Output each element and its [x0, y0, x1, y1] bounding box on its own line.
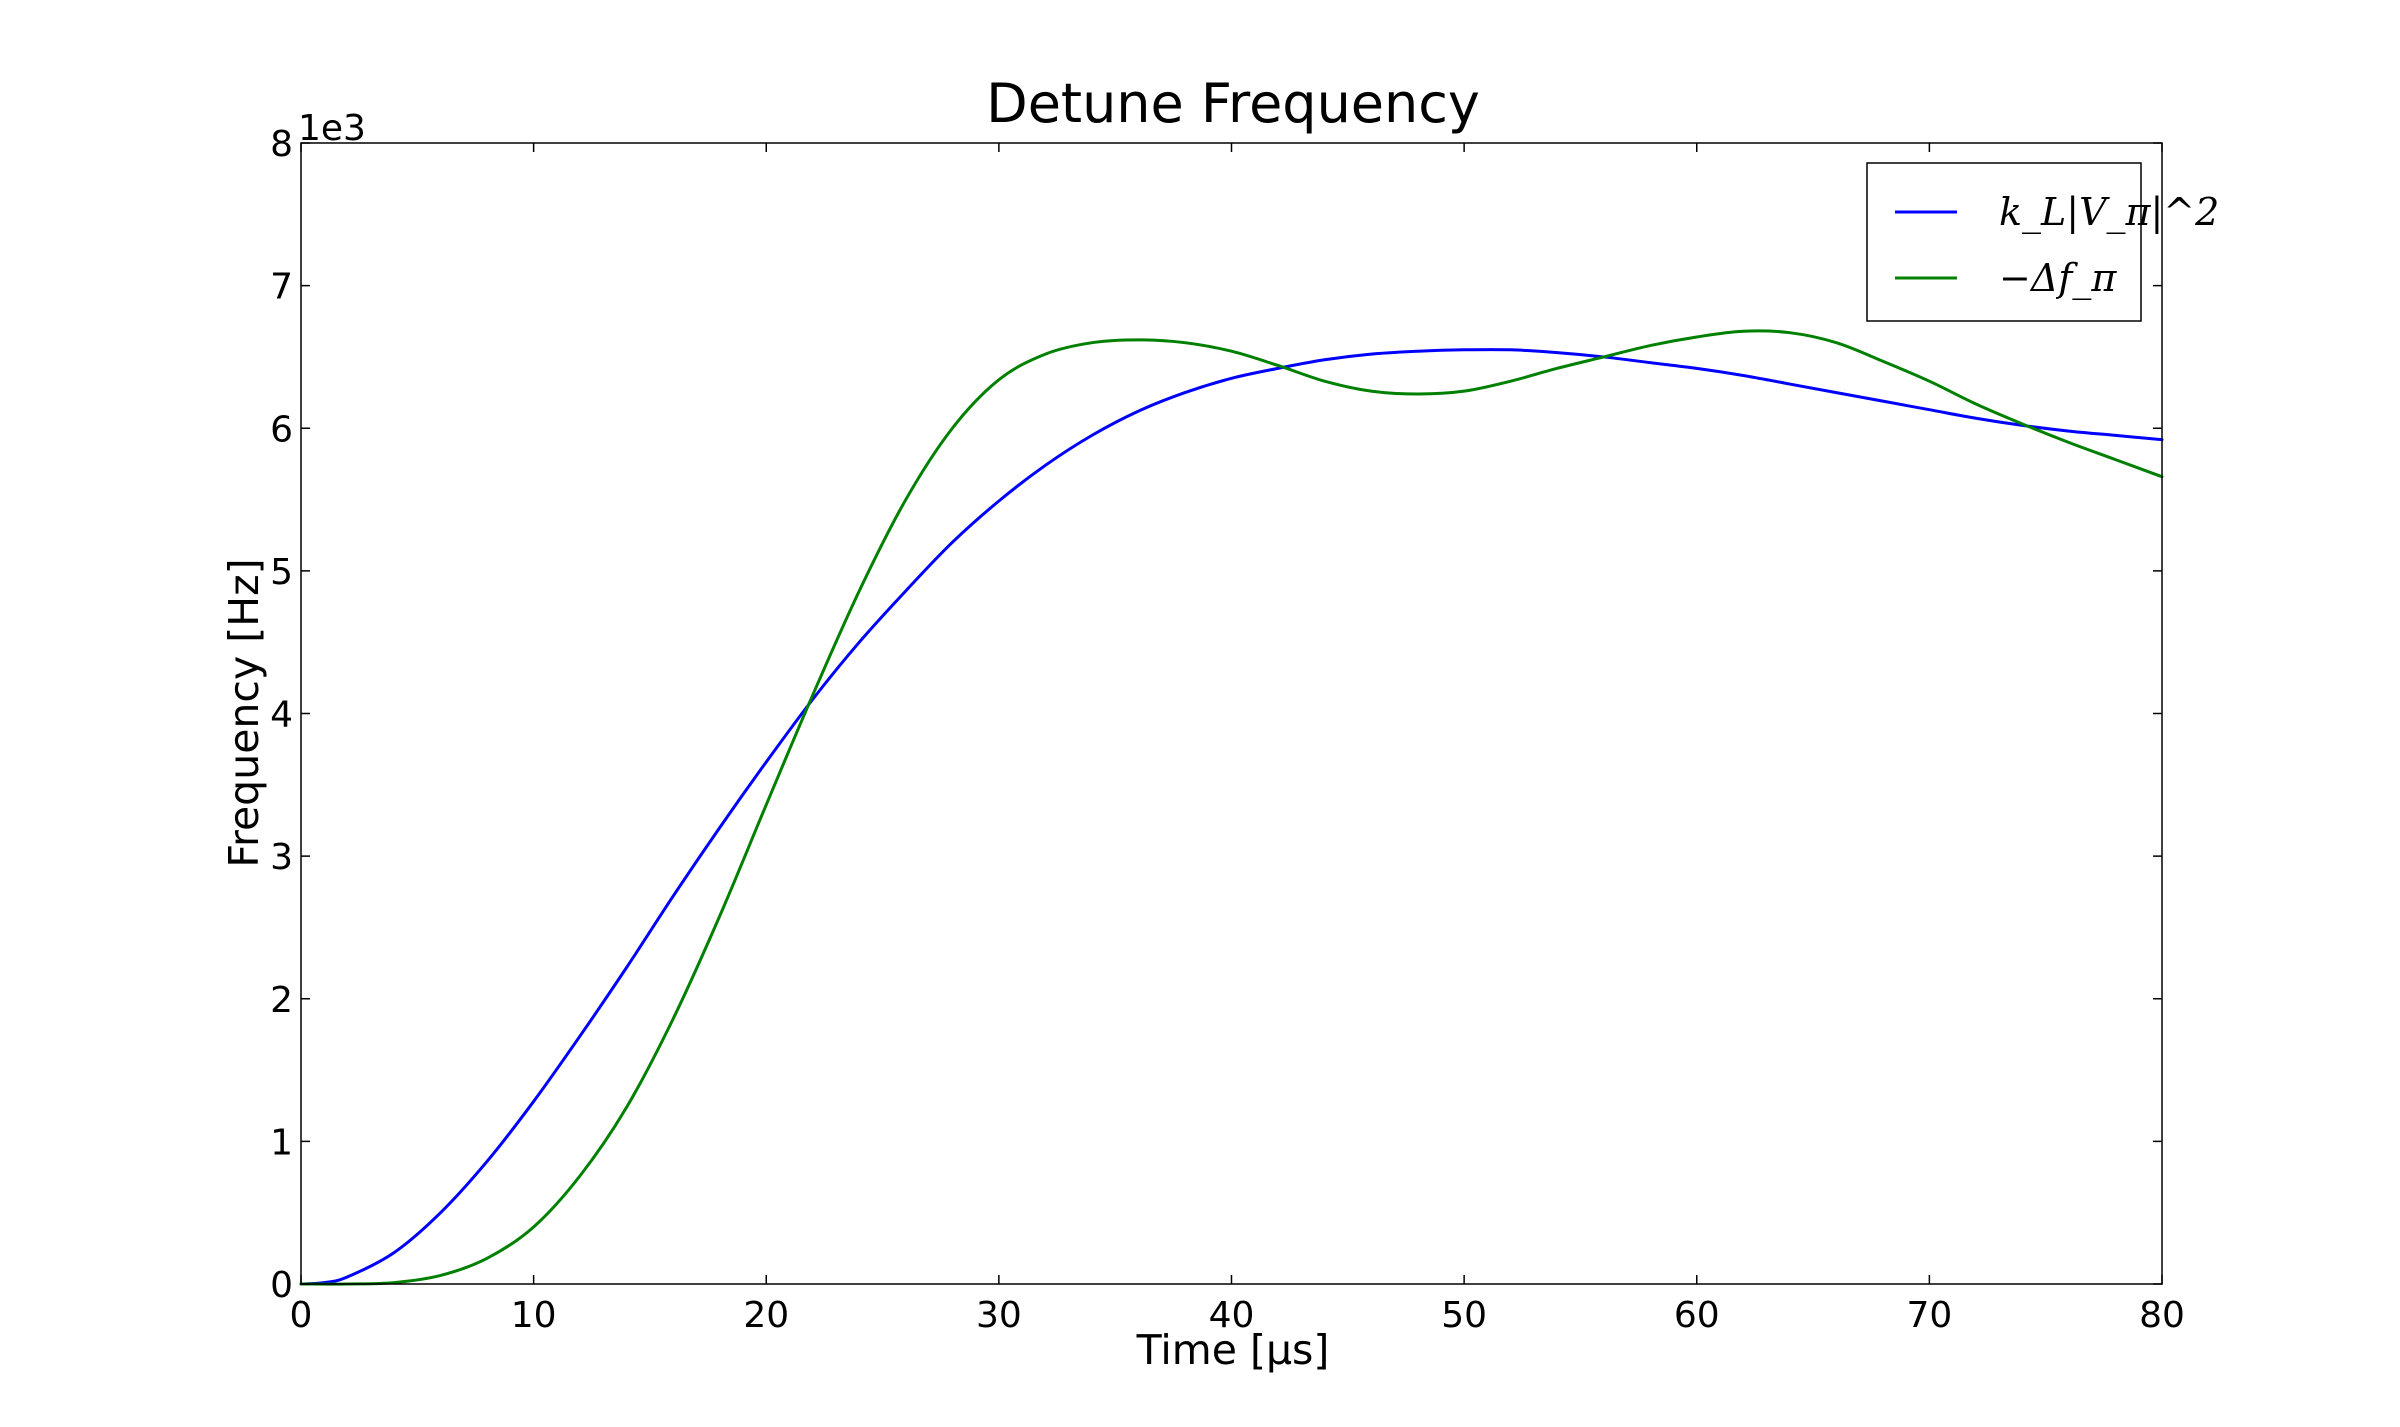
x-tick-label: 10: [511, 1295, 557, 1336]
y-axis-label: Frequency [Hz]: [220, 558, 268, 867]
chart-title: Detune Frequency: [986, 72, 1480, 135]
x-tick-label: 70: [1906, 1295, 1952, 1336]
y-tick-label: 2: [270, 980, 293, 1021]
x-tick-label: 0: [290, 1295, 313, 1336]
y-tick-label: 5: [270, 552, 293, 593]
series-line-1: [299, 348, 2164, 1286]
x-tick-label: 30: [976, 1295, 1022, 1336]
x-axis-label: Time [μs]: [1136, 1326, 1330, 1374]
series-line-2: [299, 329, 2164, 1286]
x-tick-label: 50: [1441, 1295, 1487, 1336]
legend-frame: [1866, 162, 2142, 322]
plot-frame: [300, 142, 2163, 1285]
y-tick-label: 1: [270, 1122, 293, 1163]
x-tick-label: 60: [1674, 1295, 1720, 1336]
y-tick-label: 3: [270, 837, 293, 878]
y-tick-label: 0: [270, 1265, 293, 1306]
y-tick-label: 8: [270, 124, 293, 165]
tick-layer: 0 10 20 30 40 50 60 70 80 0 1 2 3 4 5 6 7 8: [270, 124, 2185, 1336]
y-offset-label: 1e3: [298, 108, 366, 149]
x-tick-label: 40: [1209, 1295, 1255, 1336]
legend: k_L|V_π|^2 −Δf_π: [1866, 162, 2219, 322]
y-tick-label: 6: [270, 409, 293, 450]
x-tick-label: 20: [743, 1295, 789, 1336]
y-tick-label: 7: [270, 267, 293, 308]
x-tick-label: 80: [2139, 1295, 2185, 1336]
legend-label-2: −Δf_π: [1999, 256, 2117, 301]
series-layer: [299, 329, 2164, 1286]
legend-label-1: k_L|V_π|^2: [1999, 190, 2219, 235]
y-tick-label: 4: [270, 695, 293, 736]
